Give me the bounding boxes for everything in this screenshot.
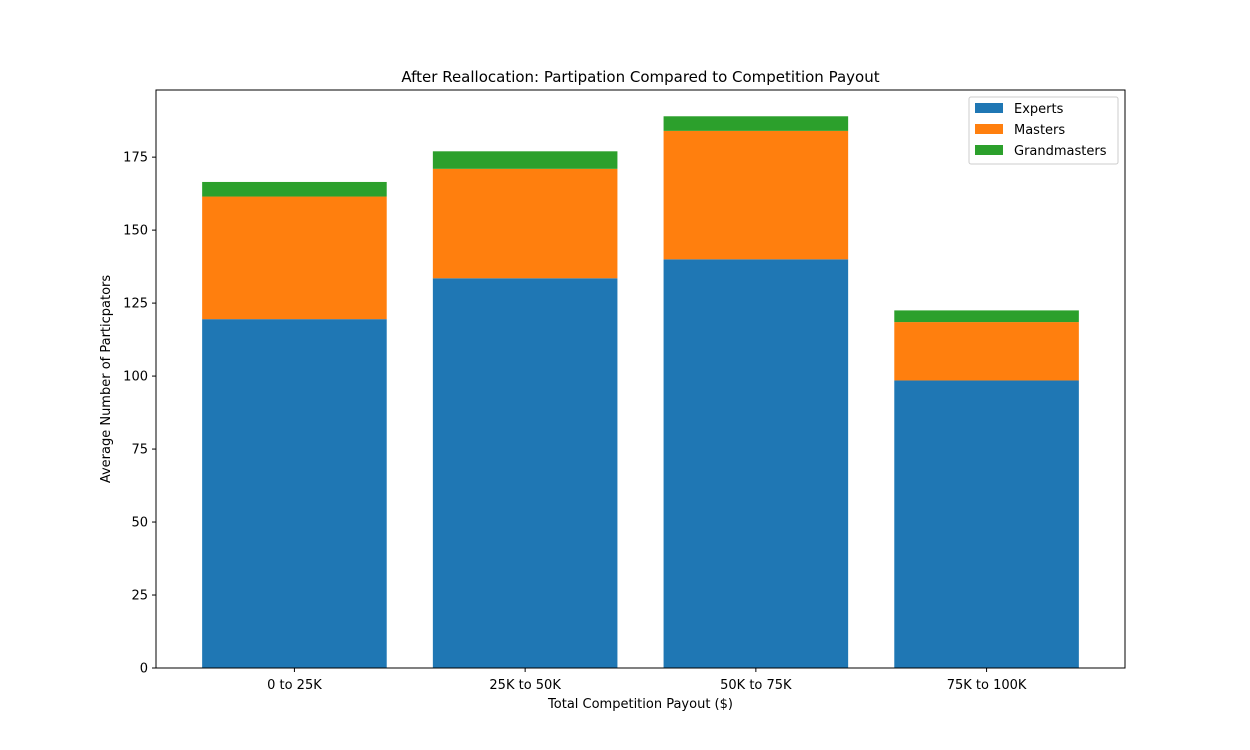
y-axis: 0 25 50 75 100 125 150 175 — [123, 151, 156, 677]
x-axis-label: Total Competition Payout ($) — [547, 697, 733, 712]
bar-experts-1 — [432, 278, 618, 668]
bar-grandmasters-0 — [202, 181, 387, 197]
legend-frame — [968, 96, 1119, 165]
y-tick-label: 125 — [123, 297, 148, 312]
bar-experts-3 — [894, 380, 1079, 668]
x-tick-label: 0 to 25K — [267, 678, 322, 693]
legend-swatch-grandmasters — [975, 145, 1003, 155]
y-tick-label: 25 — [131, 589, 148, 604]
y-tick-label: 150 — [123, 224, 148, 239]
bar-grandmasters-3 — [894, 310, 1079, 323]
x-tick-label: 50K to 75K — [720, 678, 792, 693]
legend-items: Experts Masters Grandmasters — [975, 102, 1107, 159]
bars-layer — [202, 116, 1079, 668]
legend-label-grandmasters: Grandmasters — [1014, 144, 1107, 159]
y-tick-label: 0 — [140, 662, 148, 677]
legend-swatch-masters — [975, 124, 1003, 134]
legend: Experts Masters Grandmasters — [968, 96, 1119, 165]
y-axis-label: Average Number of Particpators — [99, 275, 114, 484]
x-tick-label: 25K to 50K — [489, 678, 561, 693]
y-tick-label: 50 — [131, 516, 148, 531]
bar-grandmasters-1 — [432, 151, 618, 169]
legend-swatch-experts — [975, 103, 1003, 113]
bar-experts-2 — [663, 259, 849, 668]
y-tick-label: 100 — [123, 370, 148, 385]
bar-grandmasters-2 — [663, 116, 849, 131]
chart-title: After Reallocation: Partipation Compared… — [401, 68, 879, 86]
legend-label-masters: Masters — [1014, 123, 1065, 138]
legend-label-experts: Experts — [1014, 102, 1064, 117]
bar-experts-0 — [202, 319, 387, 668]
y-tick-label: 175 — [123, 151, 148, 166]
bar-masters-0 — [202, 196, 387, 320]
y-tick-label: 75 — [131, 443, 148, 458]
x-axis: 0 to 25K 25K to 50K 50K to 75K 75K to 100K — [267, 668, 1027, 693]
bar-masters-3 — [894, 322, 1079, 381]
x-tick-label: 75K to 100K — [947, 678, 1027, 693]
plot-frame — [155, 89, 1126, 669]
bar-masters-1 — [432, 168, 618, 279]
bar-masters-2 — [663, 130, 849, 260]
